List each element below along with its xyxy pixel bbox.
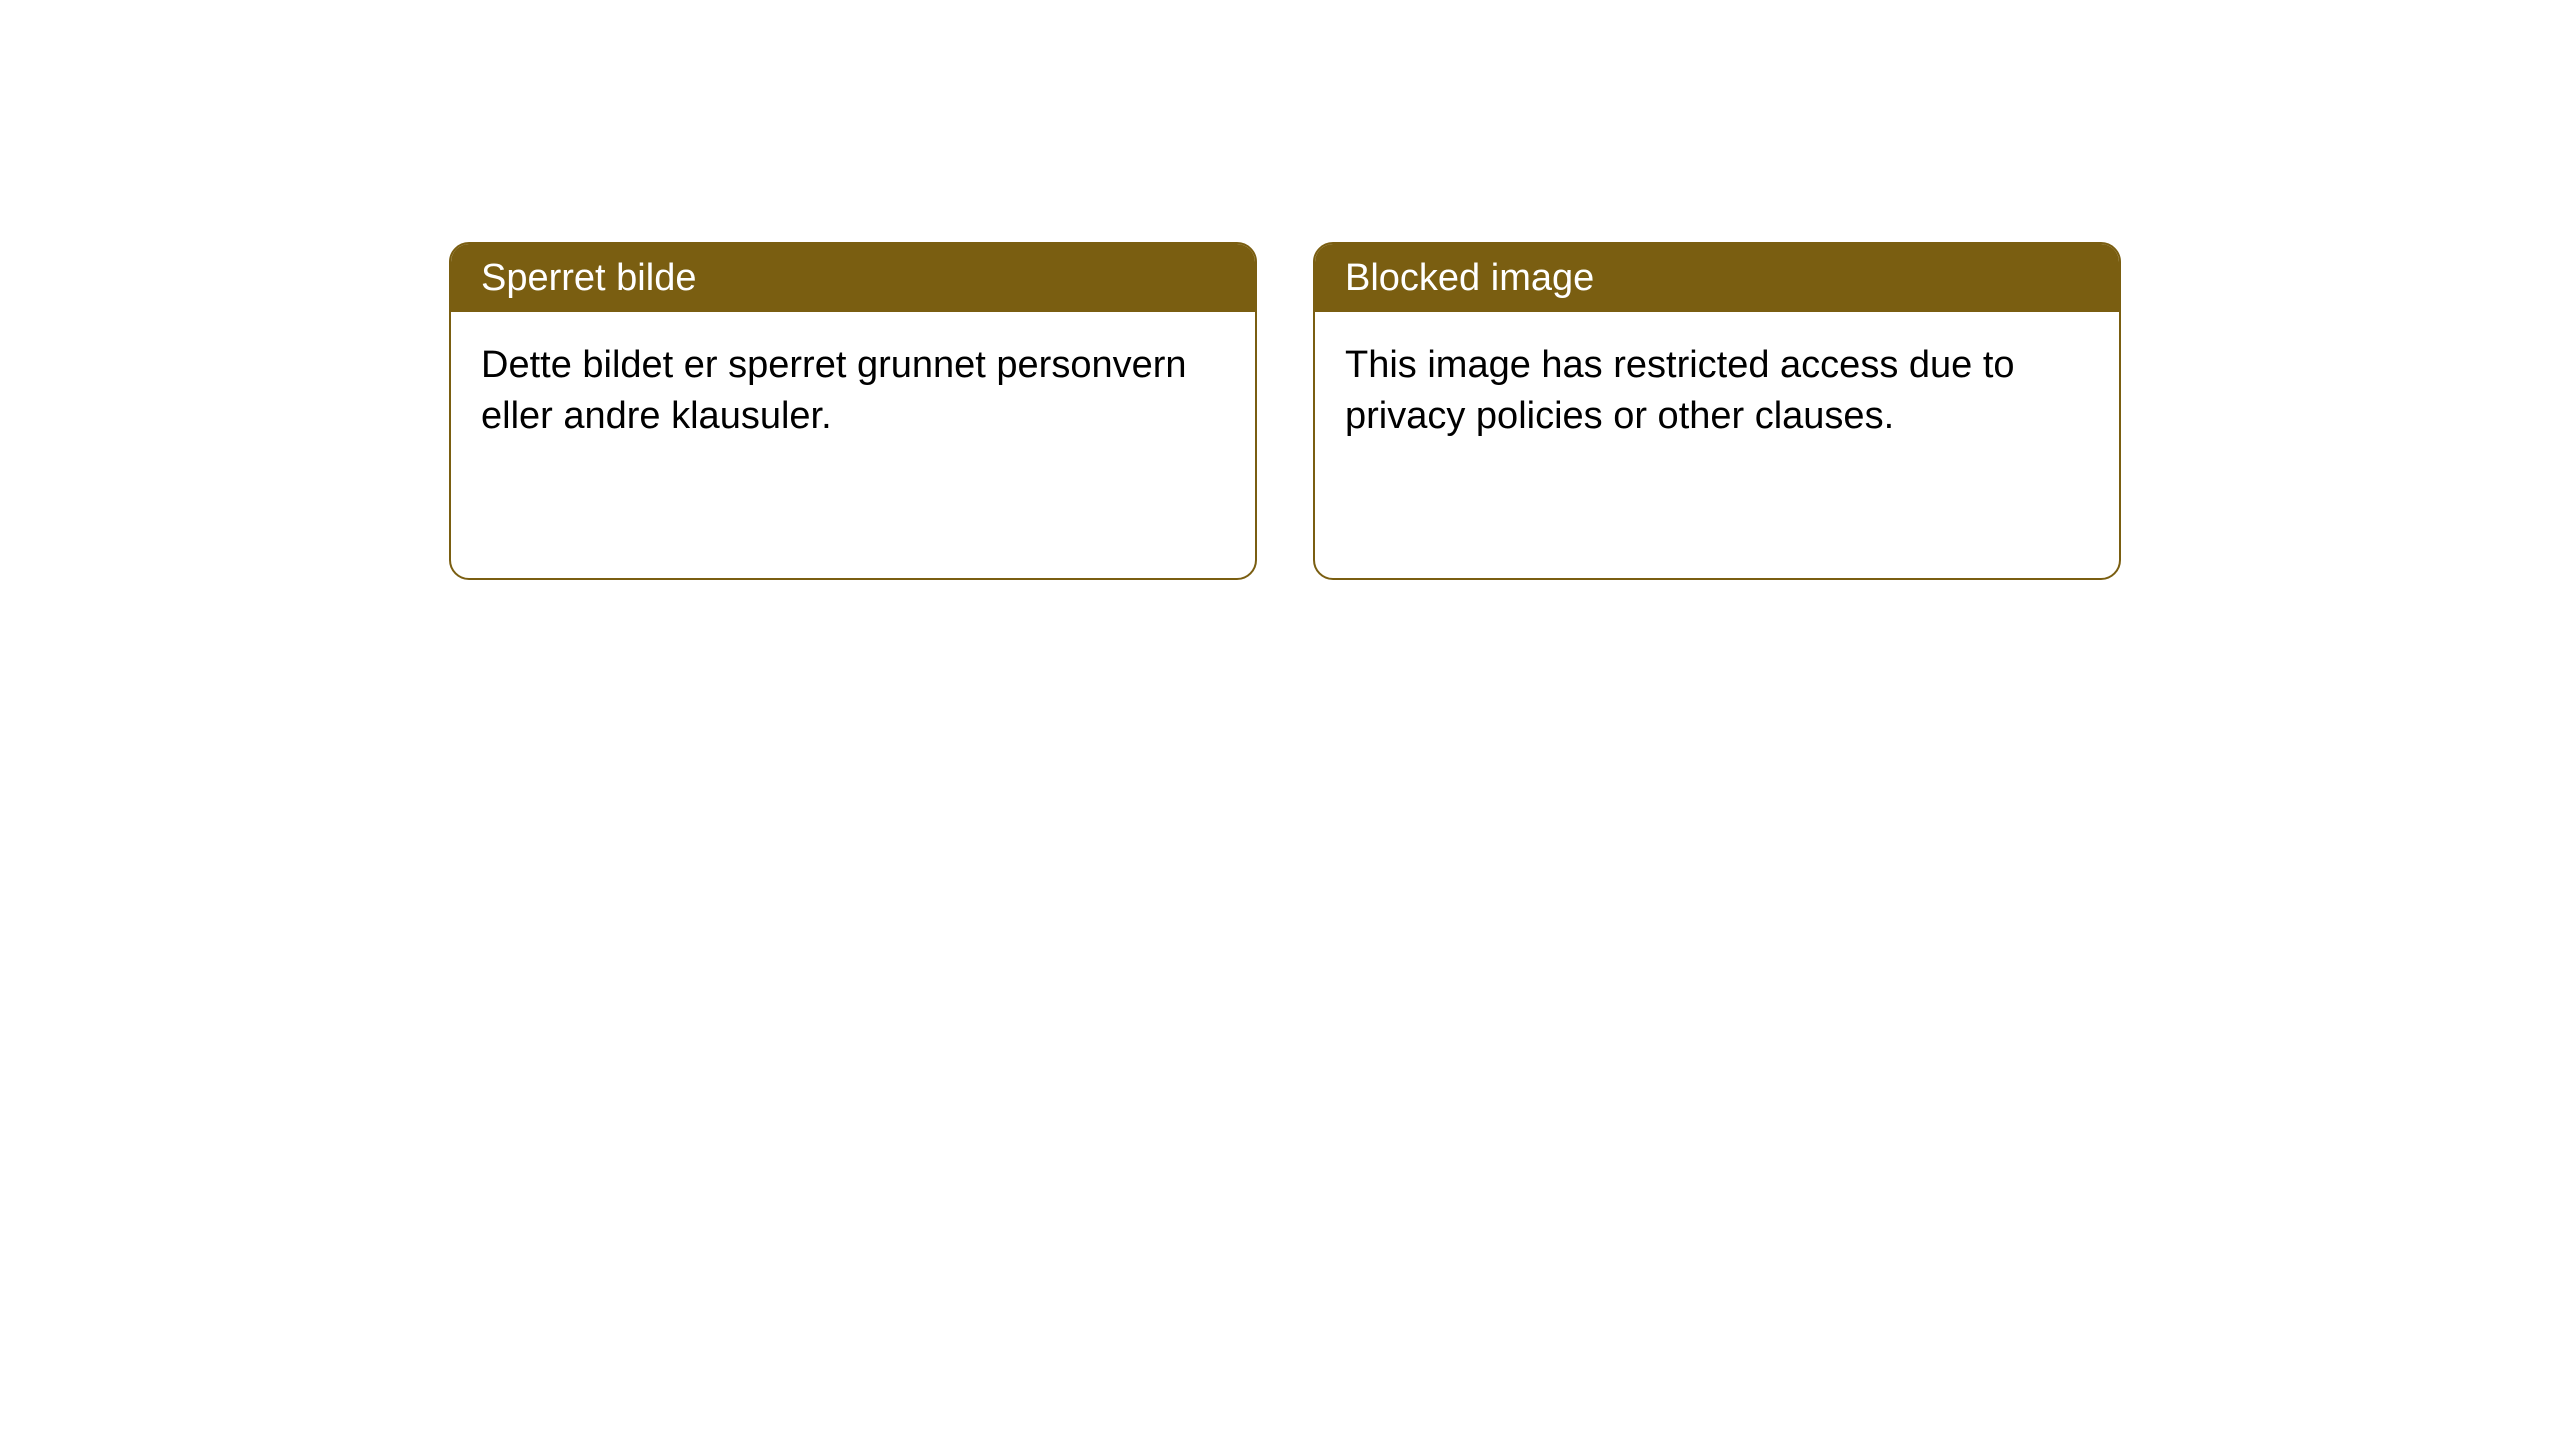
card-body: Dette bildet er sperret grunnet personve… [451, 312, 1255, 471]
card-body: This image has restricted access due to … [1315, 312, 2119, 471]
card-header: Sperret bilde [451, 244, 1255, 312]
card-body-text: This image has restricted access due to … [1345, 344, 2015, 437]
blocked-image-card-no: Sperret bilde Dette bildet er sperret gr… [449, 242, 1257, 580]
blocked-image-card-en: Blocked image This image has restricted … [1313, 242, 2121, 580]
notice-container: Sperret bilde Dette bildet er sperret gr… [449, 242, 2121, 580]
card-title: Sperret bilde [481, 257, 696, 299]
card-header: Blocked image [1315, 244, 2119, 312]
card-title: Blocked image [1345, 257, 1594, 299]
card-body-text: Dette bildet er sperret grunnet personve… [481, 344, 1187, 437]
